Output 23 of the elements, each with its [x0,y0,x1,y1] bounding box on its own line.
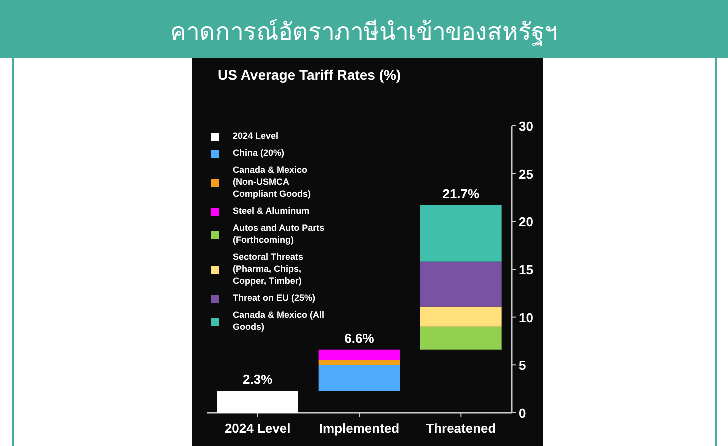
y-tick-label: 10 [519,310,534,326]
legend-label: Canada & Mexico (Non-USMCA Compliant Goods) [233,165,311,199]
chart-title: คาดการณ์อัตราภาษีนำเข้าของสหรัฐฯ [170,18,558,46]
chart-subtitle: US Average Tariff Rates (%) [218,67,402,83]
legend-label: Threat on EU (25%) [233,293,316,303]
y-tick-label: 20 [519,214,534,230]
annotation: 21.7% [442,186,480,202]
legend-label: Autos and Auto Parts (Forthcoming) [233,223,325,245]
legend-label: Steel & Aluminum [233,206,310,216]
annotation: 2.3% [243,372,274,387]
y-tick-label: 15 [519,262,534,278]
legend-label: Sectoral Threats (Pharma, Chips, Copper, Timber) [233,252,304,286]
x-tick-label: 2024 Level [224,421,291,436]
x-tick-label: Threatened [426,421,496,436]
y-tick-label: 25 [519,166,534,182]
y-tick-label: 0 [519,406,526,421]
x-tick-label: Implemented [319,421,400,436]
legend-label: China (20%) [233,148,285,158]
legend-label: 2024 Level [233,131,279,141]
legend-label: Canada & Mexico (All Goods) [233,310,325,332]
y-tick-label: 30 [519,119,534,134]
annotation: 6.6% [344,330,375,346]
y-tick-label: 5 [519,358,526,374]
